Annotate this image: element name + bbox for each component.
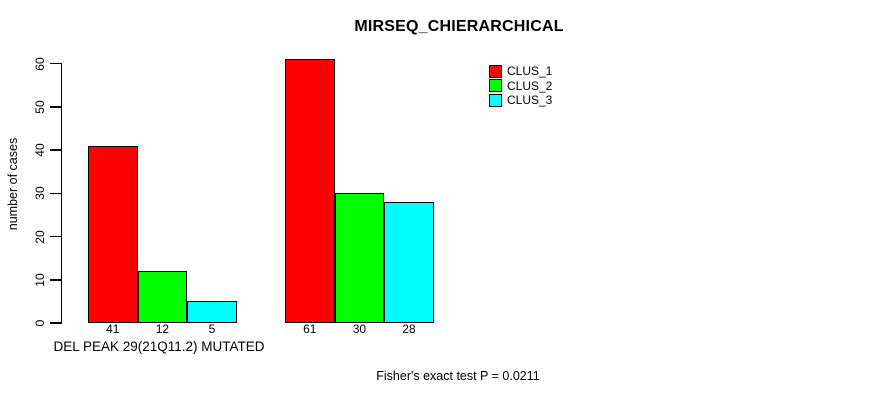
bar-clus_2-group2 bbox=[334, 193, 385, 323]
bar-value-label: 28 bbox=[402, 322, 416, 336]
y-axis-title: number of cases bbox=[6, 137, 20, 231]
y-axis-tick-label: 40 bbox=[33, 143, 47, 157]
bar-value-label: 30 bbox=[352, 322, 367, 336]
fisher-test-annotation: Fisher's exact test P = 0.0211 bbox=[376, 369, 540, 383]
y-axis-tick bbox=[50, 235, 61, 238]
y-axis-line bbox=[60, 62, 62, 324]
legend-swatch-clus_3 bbox=[489, 93, 502, 107]
bar-clus_1-group2 bbox=[285, 59, 335, 323]
bar-value-label: 41 bbox=[106, 322, 120, 336]
y-axis-tick-label: 60 bbox=[33, 57, 47, 71]
y-axis-tick bbox=[50, 322, 61, 324]
y-axis-tick bbox=[50, 149, 61, 151]
bar-value-label: 12 bbox=[155, 322, 170, 336]
bar-value-label: 61 bbox=[303, 322, 317, 336]
y-axis-tick-label: 0 bbox=[33, 319, 47, 327]
legend-label: CLUS_1 bbox=[507, 64, 553, 78]
y-axis-tick bbox=[50, 279, 61, 281]
bar-clus_3-group1 bbox=[187, 301, 237, 323]
y-axis-tick-label: 30 bbox=[33, 186, 47, 201]
legend-label: CLUS_3 bbox=[507, 93, 553, 107]
legend-label: CLUS_2 bbox=[507, 78, 553, 93]
x-axis-group-label: DEL PEAK 29(21Q11.2) MUTATED bbox=[53, 339, 265, 354]
y-axis-tick bbox=[50, 106, 61, 108]
legend-swatch-clus_2 bbox=[489, 79, 502, 92]
bar-value-label: 5 bbox=[208, 322, 216, 336]
y-axis-tick bbox=[50, 62, 61, 65]
chart-title: MIRSEQ_CHIERARCHICAL bbox=[354, 18, 564, 35]
y-axis-tick-label: 10 bbox=[33, 273, 47, 287]
bar-clus_3-group2 bbox=[384, 201, 434, 323]
legend-swatch-clus_1 bbox=[489, 64, 502, 78]
y-axis-tick-label: 50 bbox=[33, 100, 47, 114]
bar-clus_2-group1 bbox=[137, 271, 188, 323]
bar-clus_1-group1 bbox=[88, 145, 138, 323]
y-axis-tick-label: 20 bbox=[33, 229, 47, 244]
y-axis-tick bbox=[50, 192, 61, 195]
